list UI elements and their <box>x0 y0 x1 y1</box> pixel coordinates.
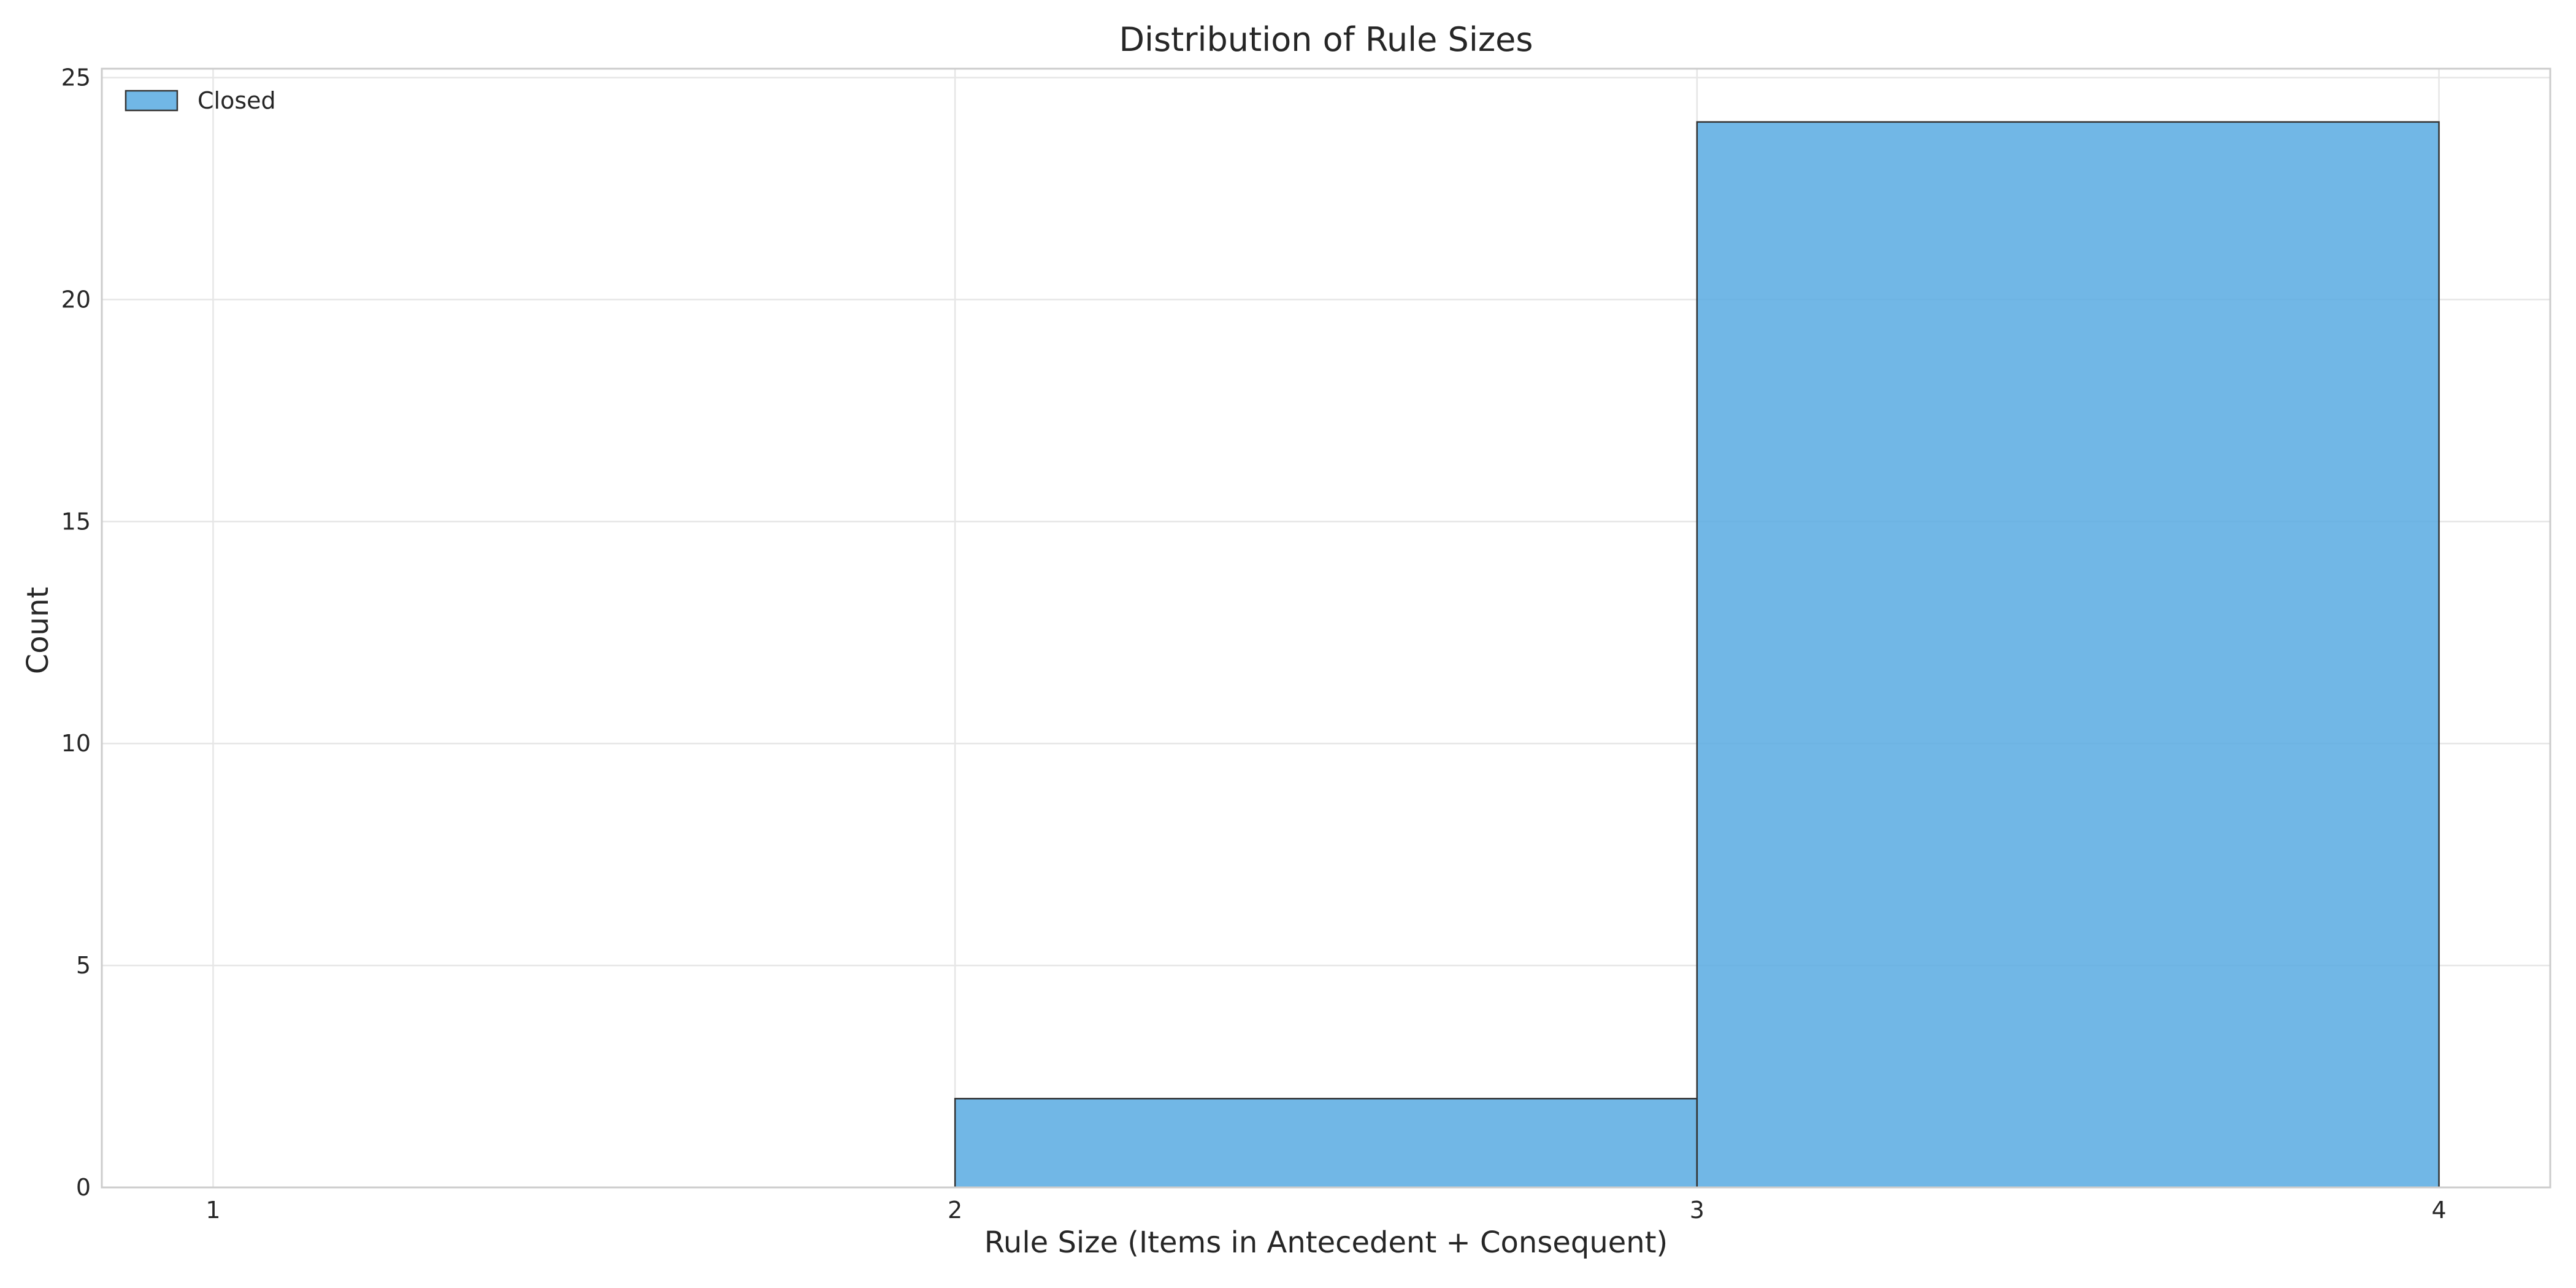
y-tick-label: 15 <box>61 508 91 535</box>
tick-labels: 1 2 3 4 0 5 10 15 20 25 <box>61 64 2447 1224</box>
y-tick-label: 5 <box>76 952 91 979</box>
x-tick-label: 4 <box>2431 1197 2446 1224</box>
y-tick-label: 10 <box>61 730 91 757</box>
y-tick-label: 20 <box>61 286 91 313</box>
x-tick-label: 2 <box>948 1197 962 1224</box>
y-axis-label: Count <box>21 587 55 675</box>
legend: Closed <box>125 87 276 114</box>
histogram-bar <box>1696 121 2440 1189</box>
chart-title: Distribution of Rule Sizes <box>1119 20 1533 59</box>
plot-frame <box>101 67 2551 1189</box>
x-tick-label: 1 <box>205 1197 220 1224</box>
y-tick-label: 0 <box>76 1174 91 1201</box>
y-tick-label: 25 <box>61 64 91 91</box>
legend-label: Closed <box>197 87 276 114</box>
histogram-bar <box>954 1097 1698 1189</box>
legend-swatch <box>125 90 178 112</box>
x-axis-label: Rule Size (Items in Antecedent + Consequ… <box>984 1225 1668 1260</box>
x-tick-label: 3 <box>1690 1197 1704 1224</box>
bars <box>954 121 2440 1189</box>
